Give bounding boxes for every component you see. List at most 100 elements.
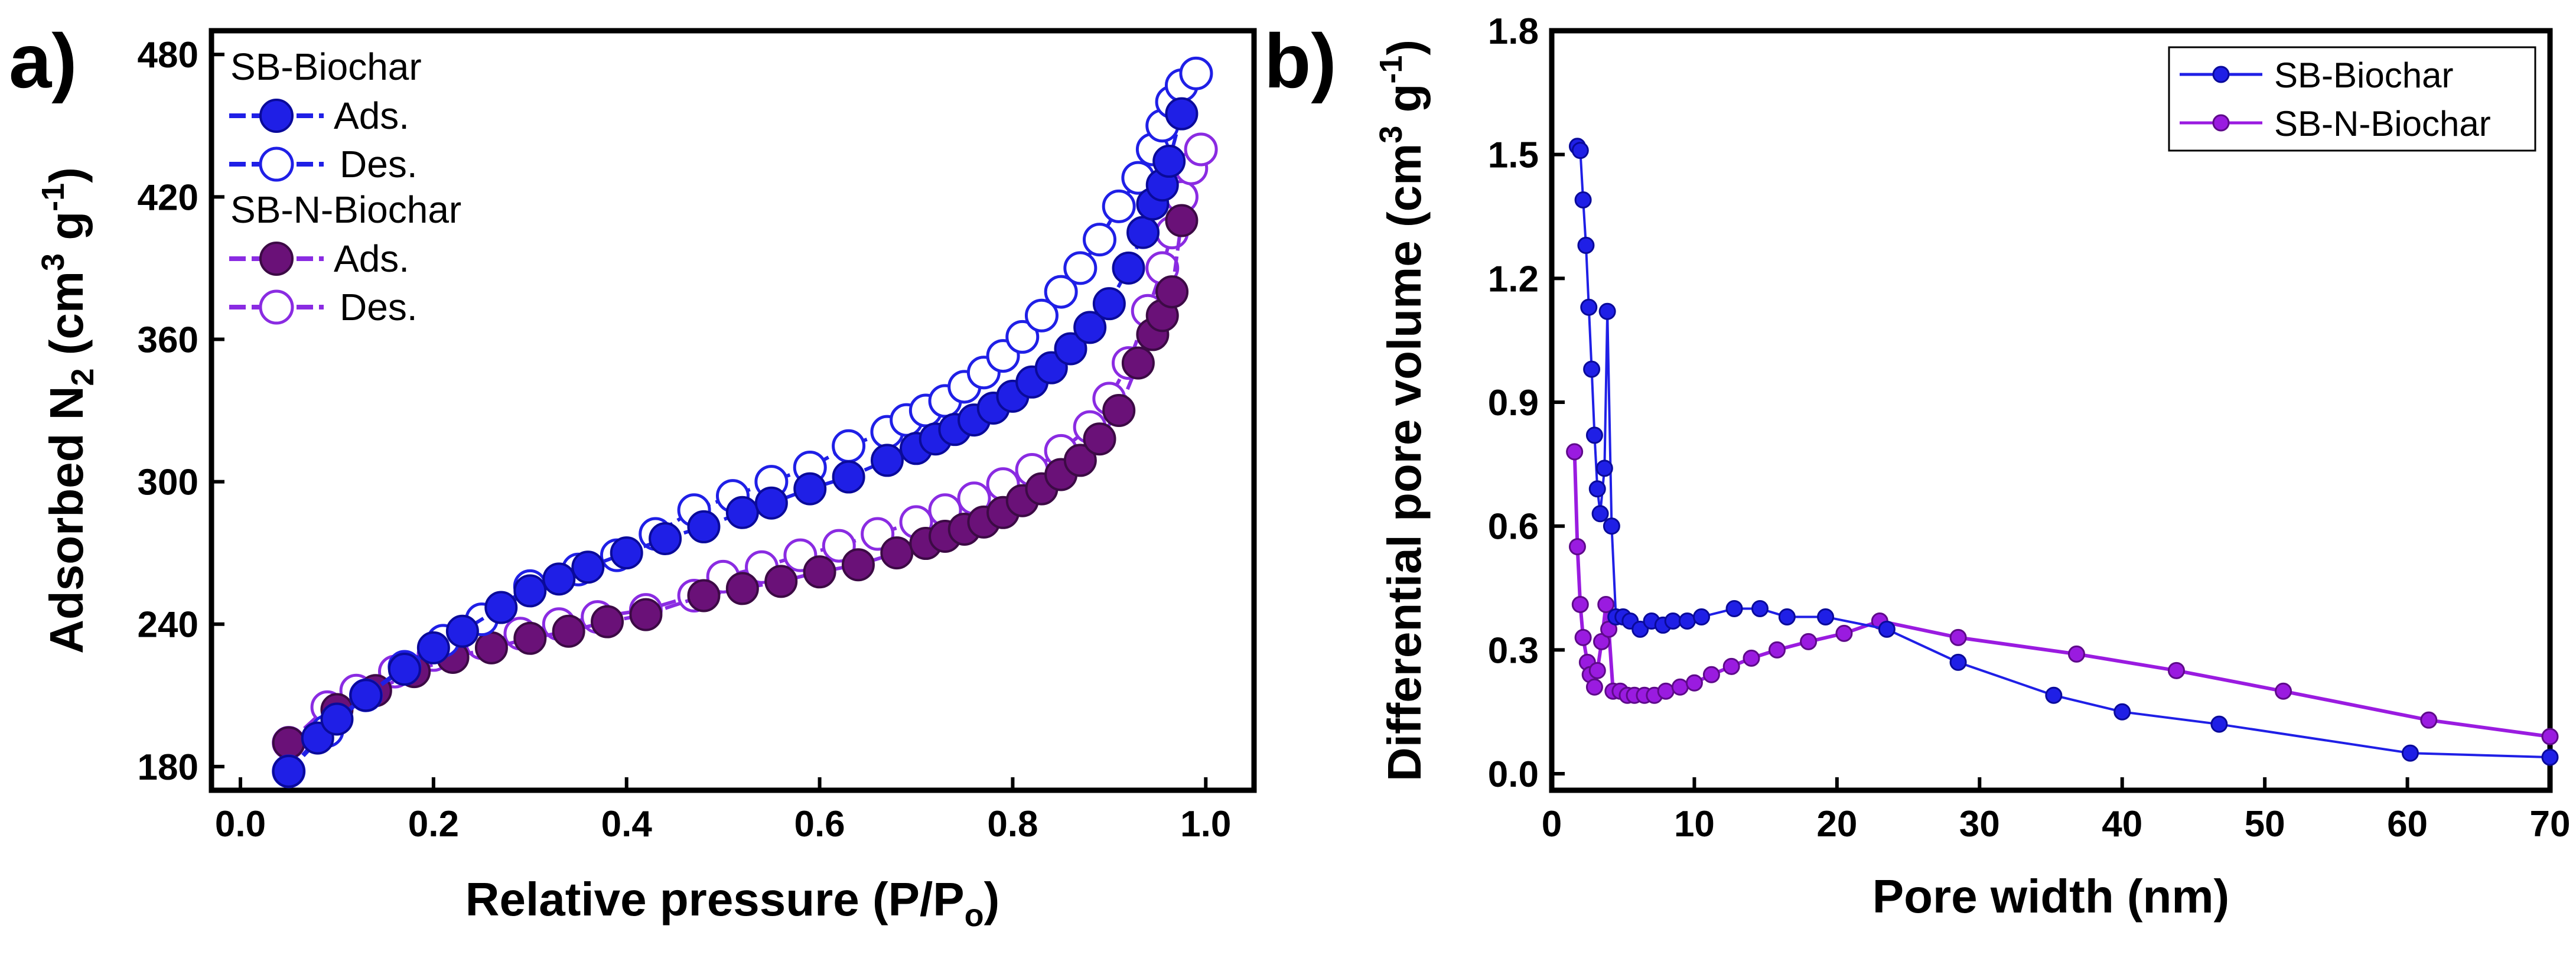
legend-a-group2-title: SB-N-Biochar [230, 188, 461, 231]
panel-a-data-point [320, 702, 354, 736]
panel-a-data-point [841, 548, 875, 582]
panel-b-data-point [2067, 645, 2085, 663]
panel-a-y-tick-label: 300 [138, 462, 198, 503]
panel-b-series-line [1572, 451, 2551, 739]
panel-a-data-point [1126, 216, 1160, 249]
panel-b-data-point [2210, 715, 2228, 733]
panel-b-data-point [1949, 628, 1967, 646]
panel-a-data-point [272, 726, 305, 760]
panel-b-data-point [1702, 666, 1720, 683]
panel-b-data-point [1574, 628, 1592, 646]
panel-a-data-point [416, 631, 450, 664]
legend-a-group1-title: SB-Biochar [230, 45, 422, 88]
panel-b-data-point [2167, 662, 2185, 679]
panel-a-x-tick-label: 0.8 [987, 804, 1038, 845]
panel-b-x-tick-label: 40 [2102, 804, 2142, 845]
panel-a-y-tick-label: 420 [138, 177, 198, 218]
panel-a-data-point [725, 496, 759, 529]
panel-b-data-point [1817, 608, 1835, 625]
panel-b-data-point [1678, 612, 1696, 630]
panel-a-data-point [474, 631, 508, 664]
panel-a-y-tick-label: 240 [138, 605, 198, 646]
panel-a-data-point [272, 754, 305, 788]
panel-b-data-point [2420, 711, 2438, 729]
panel-a-series [272, 56, 1218, 788]
legend-a-sb-des-marker [259, 146, 294, 182]
panel-b-series [1566, 138, 2559, 766]
panel-b-data-point [2045, 686, 2063, 704]
panel-b-y-tick-label: 1.8 [1488, 11, 1539, 52]
panel-a-data-point [629, 598, 663, 631]
panel-b-data-point [1778, 608, 1796, 625]
panel-a-data-point [832, 429, 866, 463]
panel-a-legend: SB-Biochar Ads. Des. SB-N-Biochar Ads. D… [229, 45, 461, 328]
panel-a-data-point [1024, 298, 1059, 333]
legend-a-sb-des-label: Des. [340, 143, 418, 185]
panel-b-label: b) [1264, 18, 1337, 104]
panel-a-data-point [542, 562, 576, 596]
panel-b-data-point [2541, 728, 2559, 745]
panel-a-ticks: 0.0 0.2 0.4 0.6 0.8 1.0 180 240 300 360 420 480 [138, 35, 1232, 845]
panel-b-data-point [1566, 443, 1584, 461]
panel-b-data-point [1800, 633, 1818, 650]
panel-b-data-point [1878, 620, 1896, 638]
panel-b-data-point [1598, 302, 1616, 320]
panel-a-data-point [445, 614, 479, 648]
panel-a-data-point [803, 555, 836, 589]
panel-a-data-point [1054, 332, 1087, 366]
legend-b-sb-label: SB-Biochar [2274, 56, 2453, 95]
panel-b: b) 0 10 20 30 40 50 60 700.00.30.60.91.21.51.8 … [1264, 11, 2570, 923]
panel-b-data-point [1603, 517, 1620, 535]
panel-a-data-point [1184, 132, 1218, 167]
panel-b-x-tick-label: 0 [1542, 804, 1562, 845]
panel-b-frame [1549, 28, 2553, 793]
legend-a-sbn-des-marker [259, 289, 294, 325]
panel-b-y-tick-label: 0.6 [1488, 507, 1539, 548]
panel-b-ticks: 0 10 20 30 40 50 60 70 0.0 0.3 0.6 0.9 1.2 1.5 1.8 [1488, 11, 2571, 845]
panel-b-data-point [1743, 649, 1760, 667]
panel-a-data-point [1063, 444, 1097, 477]
panel-a-data-point [1102, 394, 1136, 427]
panel-b-y-tick-label: 1.2 [1488, 259, 1539, 299]
panel-a-data-point [1165, 204, 1199, 237]
panel-b-data-point [1585, 426, 1603, 444]
legend-a-sb-ads-marker [259, 99, 294, 133]
panel-a-label: a) [9, 18, 77, 104]
panel-a-x-tick-label: 1.0 [1180, 804, 1231, 845]
panel-a-data-point [591, 605, 624, 638]
panel-b-data-point [1725, 599, 1743, 617]
panel-a-data-point [513, 574, 547, 608]
panel-a-data-point [1165, 97, 1199, 131]
panel-b-data-point [1588, 662, 1606, 679]
panel-a-data-point [1044, 275, 1078, 309]
panel-a-data-point [793, 472, 827, 506]
panel-a-data-point [1121, 346, 1155, 380]
panel-a-y-tick-label: 480 [138, 35, 198, 76]
panel-b-data-point [2541, 748, 2559, 766]
panel-b-x-tick-label: 50 [2245, 804, 2285, 845]
panel-b-data-point [2275, 682, 2292, 700]
legend-b-box [2168, 46, 2536, 152]
legend-b-sbn-label: SB-N-Biochar [2274, 104, 2491, 144]
panel-b-data-point [1574, 191, 1592, 209]
panel-a-data-point [552, 614, 585, 648]
panel-a-data-point [687, 510, 721, 543]
panel-b-data-point [1685, 674, 1703, 692]
panel-a-data-point [349, 679, 383, 712]
panel-a-x-tick-label: 0.4 [601, 804, 653, 845]
panel-b-y-tick-label: 1.5 [1488, 135, 1539, 176]
panel-a-data-point [1152, 145, 1186, 178]
panel-b-x-axis-title: Pore width (nm) [1872, 870, 2229, 923]
panel-a-data-point [1092, 287, 1126, 321]
panel-b-data-point [1722, 657, 1740, 675]
legend-b-sb-marker [2212, 66, 2230, 83]
panel-a-data-point [880, 536, 914, 570]
panel-a-data-point [1073, 311, 1107, 344]
panel-a-data-point [387, 653, 421, 686]
panel-a-y-axis-title: Adsorbed N2 (cm3 g-1) [35, 167, 100, 654]
panel-b-y-tick-label: 0.3 [1488, 630, 1539, 671]
panel-a-data-point [1112, 251, 1145, 285]
panel-b-x-tick-label: 30 [1959, 804, 2000, 845]
panel-a-data-point [725, 572, 759, 605]
